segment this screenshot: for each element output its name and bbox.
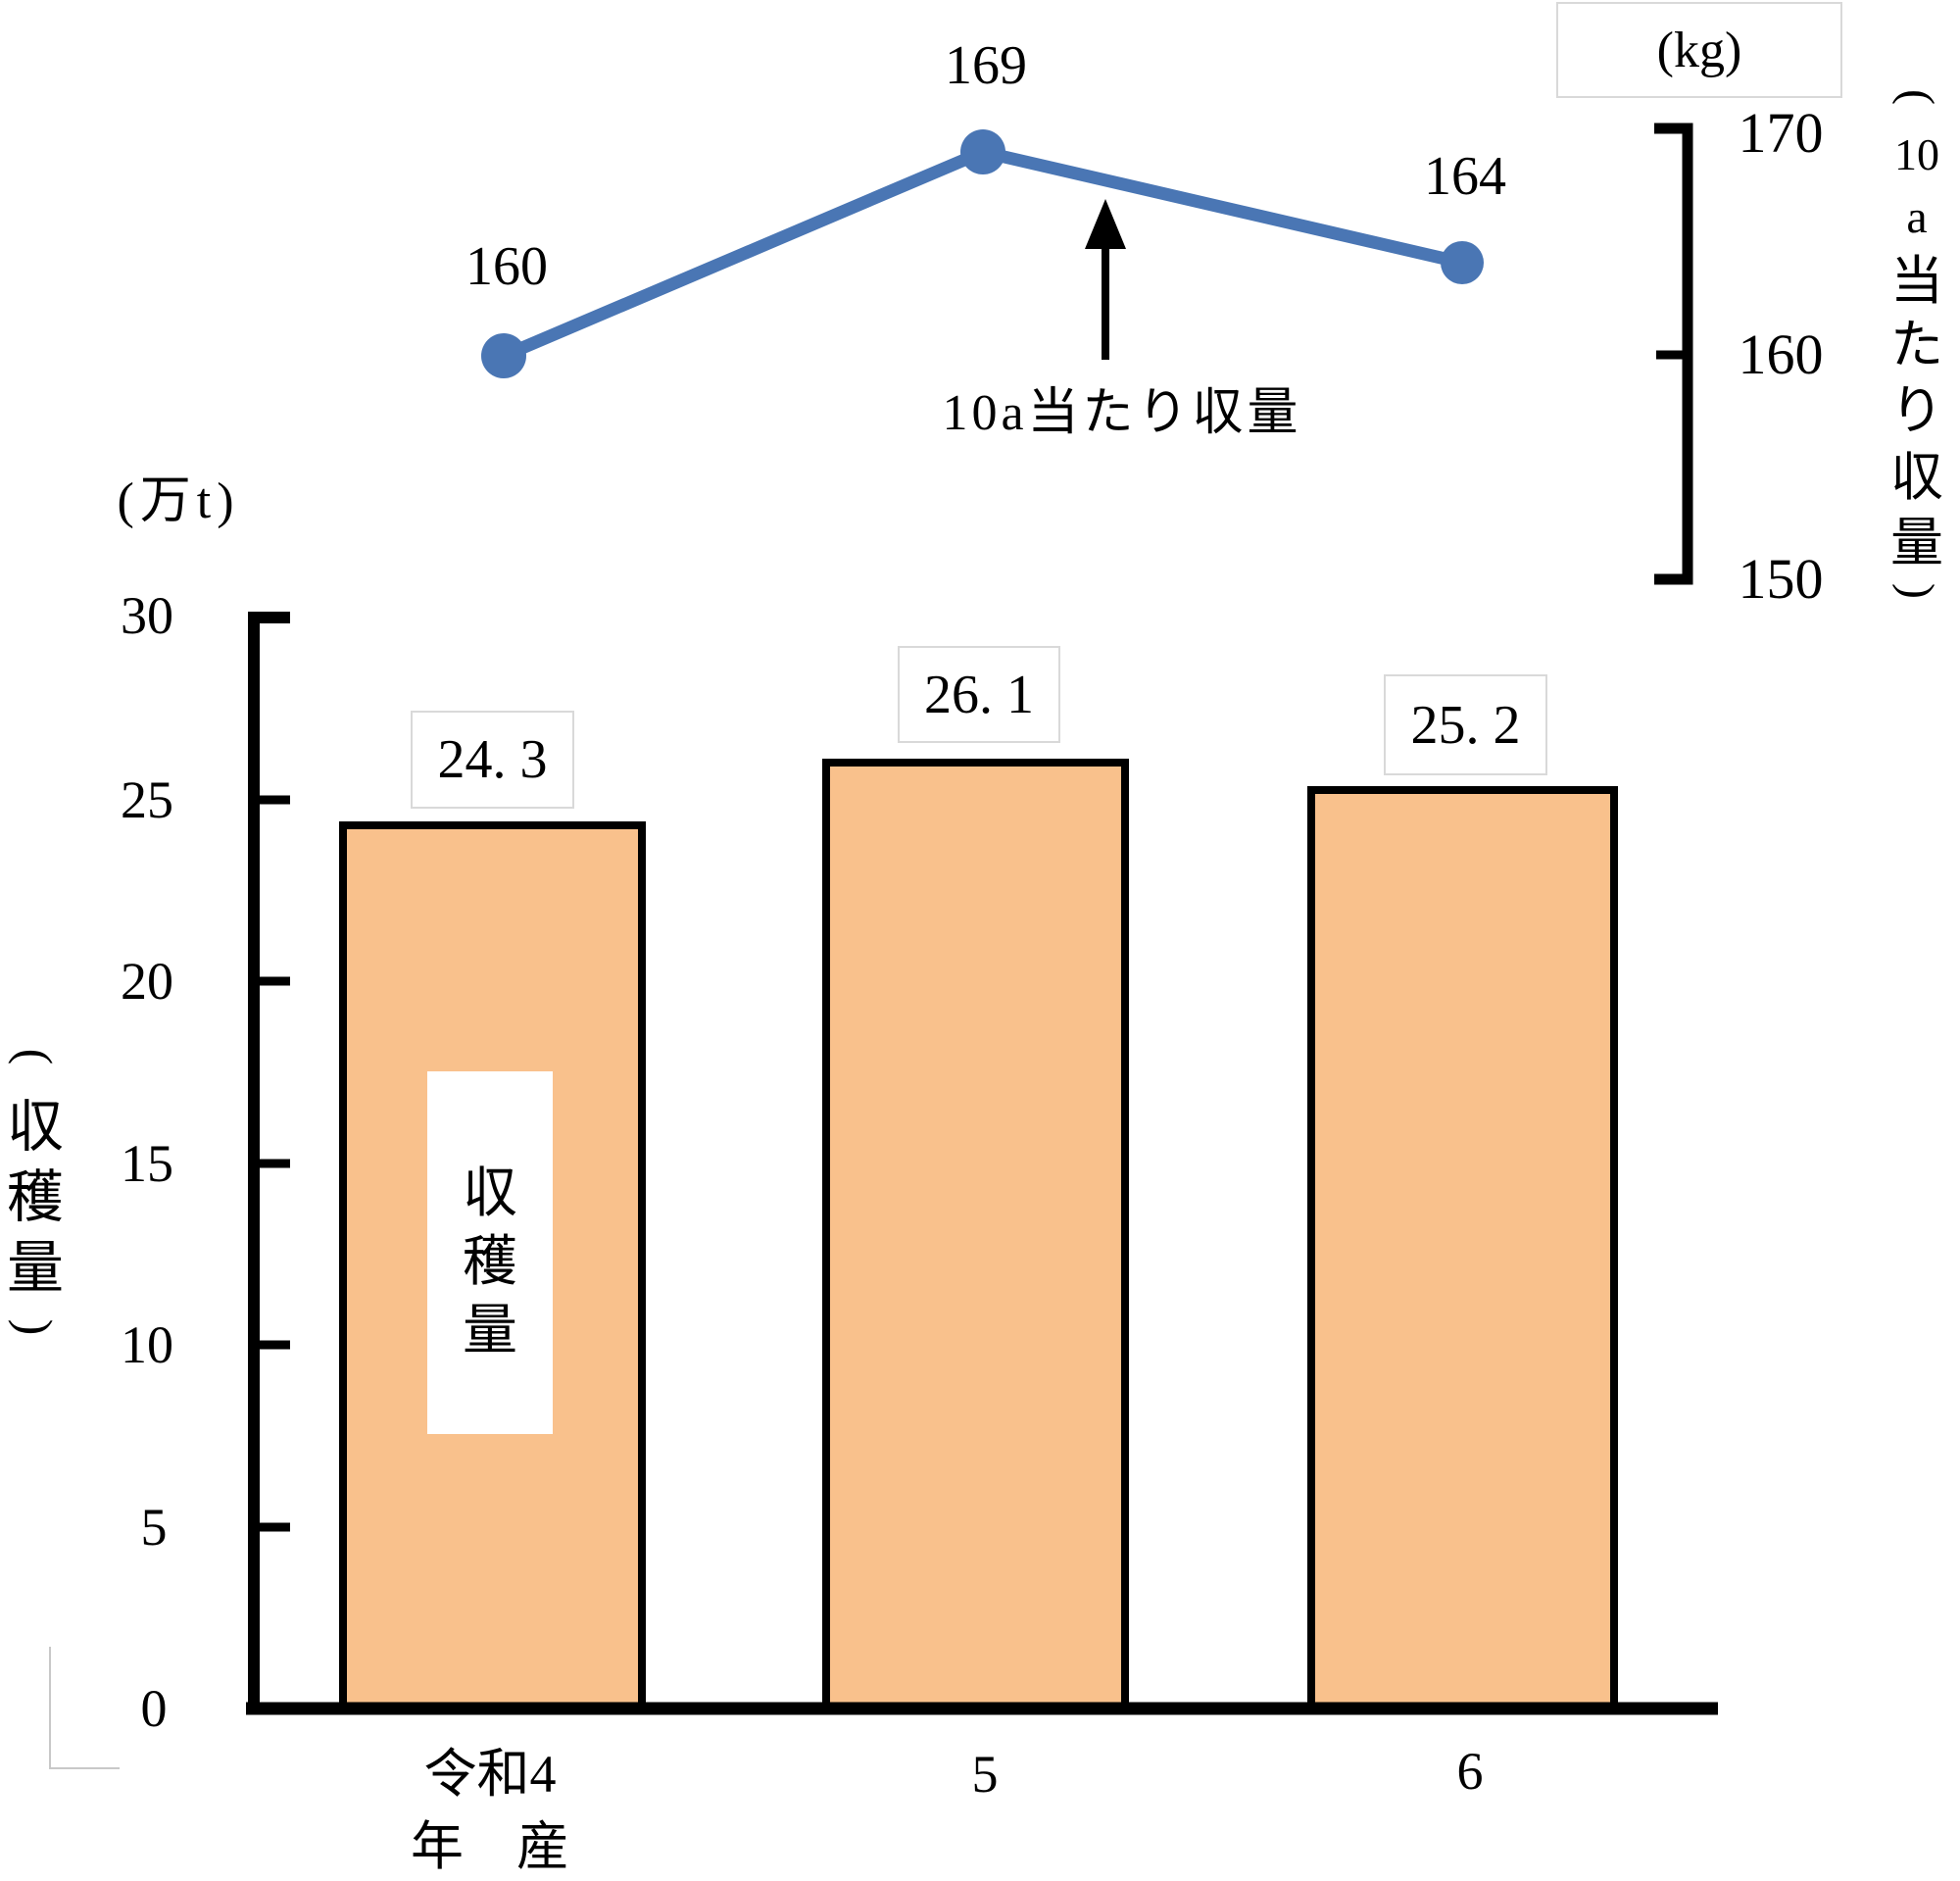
line-marker-3 [1441, 241, 1484, 284]
line-point-label-1: 160 [466, 236, 548, 297]
x-tick-reiwa4-line2: 年 産 [411, 1817, 569, 1876]
harvest-axis-char-shu: 収 [6, 1095, 65, 1159]
bar-tick-0: 0 [140, 1679, 168, 1738]
bar-tick-10: 10 [121, 1315, 173, 1374]
bar-tick-25: 25 [121, 770, 173, 829]
kg-axis-title-char-atari1: 当 [1890, 252, 1943, 311]
bar-reiwa6 [1307, 786, 1618, 1712]
harvest-axis-char-ryo: 量 [6, 1236, 65, 1300]
kg-axis-title-open-paren: ( [1891, 89, 1943, 105]
kg-axis-title-char-atari2: た [1890, 316, 1943, 374]
bar-value-box-1: 24. 3 [411, 711, 574, 809]
line-series-annotation: 10a当たり収量 [942, 385, 1302, 441]
kg-tick-170: 170 [1738, 101, 1824, 165]
bar-value-box-2: 26. 1 [898, 646, 1060, 743]
bar-reiwa5 [822, 759, 1129, 1712]
line-point-label-2: 169 [945, 35, 1027, 96]
kg-axis-title-close-paren: ) [1891, 583, 1943, 599]
bar-unit-label: (万t) [117, 473, 240, 529]
x-tick-6: 6 [1456, 1742, 1484, 1801]
harvest-axis-close-paren: ) [8, 1318, 63, 1336]
bar-series-char-shu: 収 [463, 1163, 517, 1224]
x-tick-5: 5 [971, 1745, 999, 1804]
bar-value-label-2: 26. 1 [924, 664, 1034, 725]
bar-series-char-ryo: 量 [463, 1301, 517, 1361]
yield-line-series [501, 145, 1464, 362]
kg-axis-title-char-ryo: 量 [1890, 514, 1943, 572]
line-point-label-3: 164 [1424, 146, 1506, 207]
kg-axis-title-char-a: a [1906, 191, 1928, 243]
faint-textbox-corner [49, 1647, 120, 1769]
bar-tick-15: 15 [121, 1134, 173, 1193]
kg-axis-title-char-atari3: り [1890, 381, 1943, 440]
bar-value-label-3: 25. 2 [1410, 694, 1521, 756]
harvest-axis-open-paren: ( [8, 1048, 63, 1065]
annotation-arrow-head [1085, 199, 1126, 249]
bar-series-legend-box [427, 1071, 553, 1434]
bar-tick-5: 5 [140, 1498, 168, 1557]
bar-value-box-3: 25. 2 [1384, 674, 1547, 775]
bar-value-label-1: 24. 3 [437, 729, 548, 790]
line-marker-1 [481, 333, 526, 378]
kg-axis-title-char-shu: 収 [1890, 448, 1943, 507]
harvest-axis-char-kaku: 穫 [6, 1165, 65, 1229]
kg-tick-150: 150 [1738, 547, 1824, 611]
bar-tick-30: 30 [121, 586, 173, 645]
line-marker-2 [960, 129, 1005, 174]
kg-unit-label: (kg) [1656, 22, 1742, 78]
kg-tick-160: 160 [1738, 322, 1824, 386]
x-tick-reiwa4-line1: 令和4 [423, 1745, 557, 1804]
bar-tick-20: 20 [121, 952, 173, 1011]
bar-series-char-kaku: 穫 [463, 1232, 517, 1293]
kg-unit-box: (kg) [1556, 2, 1842, 98]
kg-axis-title-char-10: 10 [1894, 129, 1939, 179]
